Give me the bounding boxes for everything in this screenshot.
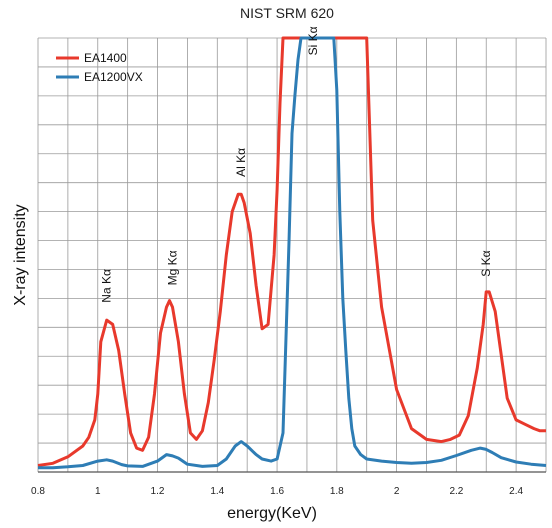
peak-label: Al Kα (234, 148, 248, 177)
x-tick-label: 0.8 (31, 486, 45, 497)
x-tick-label: 1.8 (330, 486, 344, 497)
x-tick-label: 1.2 (151, 486, 165, 497)
x-tick-label: 2.2 (449, 486, 463, 497)
grid (37, 37, 547, 473)
legend-label-ea1200vx: EA1200VX (84, 70, 143, 84)
x-tick-label: 2 (394, 486, 400, 497)
legend-label-ea1400: EA1400 (84, 51, 127, 65)
series-line-ea1200vx (38, 36, 547, 470)
peak-label: Si Kα (306, 26, 320, 55)
series-layer (37, 36, 547, 470)
peak-label: S Kα (479, 250, 493, 276)
y-axis-label: X-ray intensity (12, 204, 29, 305)
x-tick-label: 2.4 (509, 486, 523, 497)
peak-label: Mg Kα (166, 250, 180, 285)
x-tick-label: 1 (95, 486, 101, 497)
x-tick-labels: 0.8 1 1.2 1.4 1.6 1.8 2 2.2 2.4 (31, 486, 523, 497)
x-tick-label: 1.4 (210, 486, 224, 497)
x-tick-label: 1.6 (270, 486, 284, 497)
legend: EA1400 EA1200VX (56, 51, 143, 84)
annotations: Na Kα Mg Kα Al Kα Si Kα S Kα (100, 26, 494, 302)
peak-label: Na Kα (100, 269, 114, 303)
series-line-ea1400 (37, 36, 546, 467)
x-axis-label: energy(KeV) (227, 505, 317, 522)
chart-title: NIST SRM 620 (240, 5, 334, 21)
